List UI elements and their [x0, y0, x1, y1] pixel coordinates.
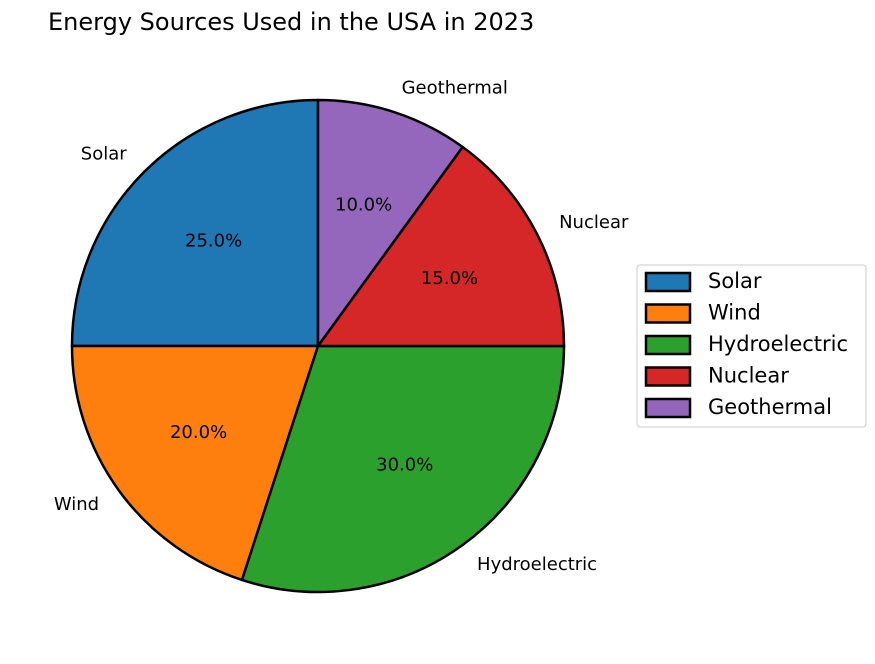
legend-frame: [636, 264, 867, 428]
slice-label-hydroelectric: Hydroelectric: [477, 554, 597, 575]
legend-label-hydroelectric: Hydroelectric: [708, 332, 848, 356]
pie-slice-solar: [70, 98, 320, 348]
slice-value-solar: 25.0%: [185, 231, 242, 252]
pie-slice-geothermal: [316, 98, 464, 348]
slice-value-geothermal: 10.0%: [335, 195, 392, 216]
legend-swatch-nuclear: [644, 366, 692, 387]
slice-value-nuclear: 15.0%: [421, 268, 478, 289]
slice-value-wind: 20.0%: [170, 422, 227, 443]
pie-slices: [70, 98, 566, 594]
legend-swatch-wind: [644, 303, 692, 324]
pie-slice-wind: [70, 344, 320, 582]
slice-label-wind: Wind: [54, 494, 99, 515]
slice-label-nuclear: Nuclear: [559, 212, 629, 233]
legend: Solar Wind Hydroelectric Nuclear Geothermal: [636, 264, 867, 428]
legend-label-wind: Wind: [708, 301, 761, 325]
legend-swatch-solar: [644, 271, 692, 293]
slice-label-solar: Solar: [81, 144, 127, 165]
legend-swatch-geothermal: [644, 397, 692, 419]
legend-label-solar: Solar: [708, 269, 762, 293]
pie-slice-nuclear: [316, 145, 566, 348]
pie-labels: Solar 25.0% Wind 20.0% Hydroelectric 30.0% Nuc…: [54, 78, 629, 575]
slice-value-hydroelectric: 30.0%: [376, 454, 433, 475]
pie-slice-hydroelectric: [240, 344, 566, 594]
legend-items: Solar Wind Hydroelectric Nuclear Geothermal: [644, 269, 848, 419]
slice-label-geothermal: Geothermal: [402, 78, 508, 99]
chart-title: Energy Sources Used in the USA in 2023: [48, 8, 534, 36]
legend-label-nuclear: Nuclear: [708, 364, 789, 388]
legend-label-geothermal: Geothermal: [708, 395, 832, 419]
legend-swatch-hydroelectric: [644, 334, 692, 356]
